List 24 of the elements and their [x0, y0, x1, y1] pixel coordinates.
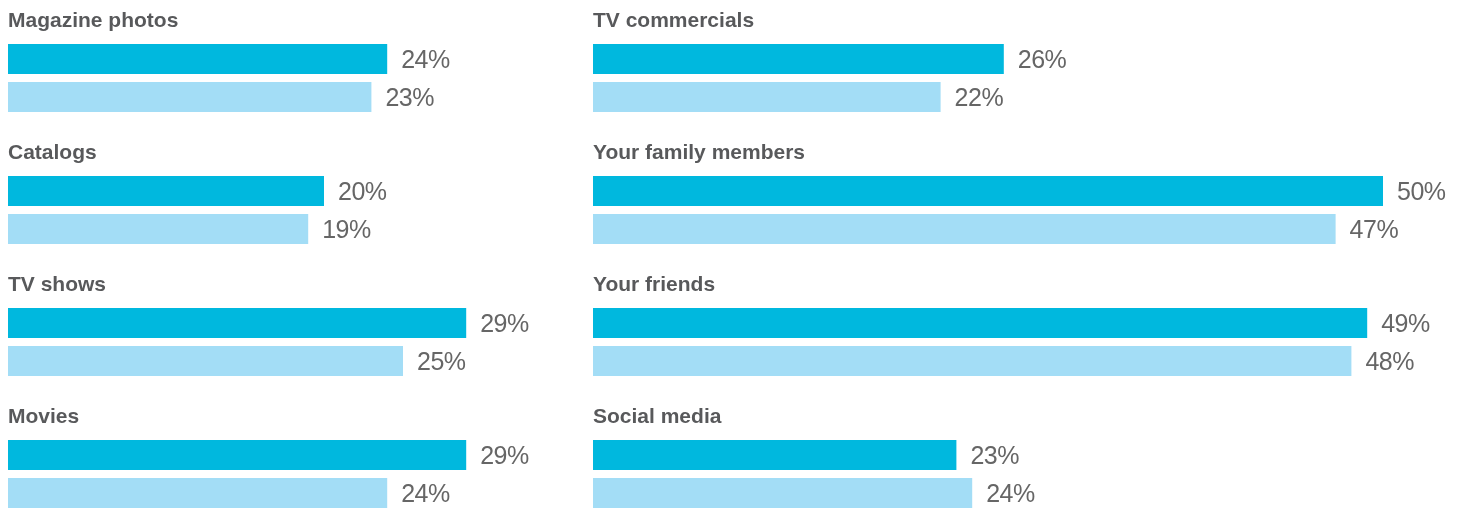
data-label: 50%	[1397, 176, 1446, 205]
data-label: 26%	[1017, 44, 1067, 73]
data-label: 29%	[480, 440, 530, 469]
y-tick-label: Catalogs	[8, 140, 97, 163]
data-label: 25%	[417, 346, 466, 375]
data-label: 19%	[322, 214, 372, 243]
data-label: 24%	[401, 478, 451, 507]
y-tick-label: Your family members	[593, 140, 806, 163]
data-label: 20%	[338, 176, 387, 205]
data-label: 24%	[401, 44, 451, 73]
data-label: 22%	[954, 82, 1004, 111]
y-tick-label: Movies	[8, 404, 80, 427]
data-label: 49%	[1381, 308, 1431, 337]
data-label: 24%	[986, 478, 1036, 507]
y-tick-label: TV shows	[8, 272, 107, 295]
y-tick-label: TV commercials	[593, 8, 755, 31]
data-label: 48%	[1365, 346, 1415, 375]
data-label: 29%	[480, 308, 530, 337]
data-label: 23%	[385, 82, 435, 111]
data-label: 23%	[970, 440, 1020, 469]
data-label: 47%	[1349, 214, 1399, 243]
y-tick-label: Magazine photos	[8, 8, 179, 31]
y-tick-label: Your friends	[593, 272, 716, 295]
y-tick-label: Social media	[593, 404, 722, 427]
